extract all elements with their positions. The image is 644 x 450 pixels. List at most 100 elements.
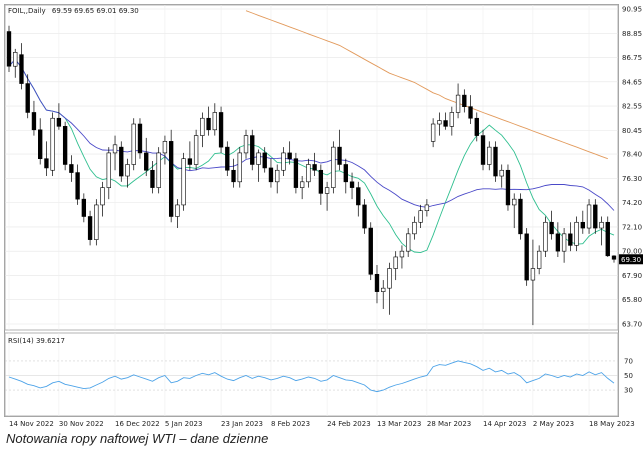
candle-bearish — [580, 221, 585, 229]
candle-bullish — [50, 117, 55, 171]
candle-bearish — [87, 216, 93, 240]
candle-bearish — [480, 135, 486, 165]
candle-bearish — [611, 255, 617, 260]
candle-bullish — [449, 112, 455, 127]
candle-bearish — [44, 158, 49, 169]
candle-bearish — [69, 164, 74, 173]
candle-bearish — [293, 158, 299, 188]
candle-bullish — [306, 164, 311, 183]
candle-bullish — [281, 152, 286, 171]
candle-bearish — [81, 198, 87, 217]
candle-bearish — [231, 169, 236, 183]
candle-bullish — [299, 181, 305, 188]
price-tick-label: 84.65 — [622, 78, 642, 86]
candle-bullish — [381, 287, 386, 292]
candle-bearish — [75, 172, 80, 200]
date-tick-label: 5 Jan 2023 — [165, 420, 203, 428]
candle-bearish — [38, 129, 43, 159]
candle-bearish — [362, 204, 367, 229]
candle-bearish — [144, 152, 149, 171]
candle-bullish — [599, 221, 604, 229]
candle-bearish — [137, 123, 143, 154]
candle-bearish — [549, 221, 554, 235]
candle-bullish — [156, 152, 161, 188]
candle-bullish — [487, 146, 492, 165]
price-tick-label: 90.95 — [622, 6, 642, 14]
candle-bearish — [119, 146, 124, 177]
candlestick-series — [6, 25, 617, 326]
date-tick-label: 18 May 2023 — [589, 420, 635, 428]
candle-bullish — [430, 123, 436, 142]
rsi-series — [8, 360, 615, 393]
candle-bullish — [112, 144, 118, 154]
candle-bullish — [393, 256, 398, 269]
price-tick-label: 67.90 — [622, 272, 642, 280]
candle-bullish — [256, 152, 261, 165]
candle-bearish — [56, 117, 62, 127]
candle-bearish — [31, 112, 37, 131]
last-price-label: 69.30 — [621, 256, 641, 264]
price-tick-label: 63.70 — [622, 321, 642, 329]
candle-bearish — [262, 152, 267, 169]
candle-bearish — [368, 227, 373, 275]
symbol-label: FOIL,,Daily — [8, 7, 46, 15]
figure-caption: Notowania ropy naftowej WTI – dane dzien… — [6, 431, 269, 446]
candle-bearish — [312, 164, 317, 171]
candle-bearish — [337, 146, 342, 165]
candle-bullish — [181, 158, 186, 206]
candle-bullish — [561, 233, 567, 252]
axis-labels: 90.95 88.85 86.75 84.65 82.55 80.45 78.40 76.30… — [9, 6, 643, 428]
candle-bullish — [512, 198, 517, 206]
candle-bullish — [406, 233, 411, 252]
candle-bearish — [318, 169, 324, 194]
candle-bearish — [206, 117, 211, 131]
candle-bullish — [237, 152, 242, 183]
date-tick-label: 14 Nov 2022 — [9, 420, 54, 428]
date-tick-label: 13 Mar 2023 — [377, 420, 421, 428]
date-tick-label: 16 Dec 2022 — [115, 420, 160, 428]
candle-bearish — [6, 31, 12, 67]
candle-bullish — [125, 164, 130, 177]
candle-bullish — [200, 117, 205, 136]
candle-bullish — [499, 169, 504, 177]
ohlc-values: 69.59 69.65 69.01 69.30 — [52, 7, 139, 15]
candle-bullish — [455, 94, 461, 113]
candle-bullish — [324, 187, 330, 194]
chart-frame: 90.95 88.85 86.75 84.65 82.55 80.45 78.40 76.30… — [4, 4, 643, 428]
candle-bullish — [131, 123, 136, 165]
candle-bullish — [100, 187, 105, 206]
candle-bearish — [462, 94, 467, 107]
candle-bearish — [555, 233, 561, 252]
candle-bearish — [568, 233, 573, 246]
candle-bullish — [424, 204, 430, 212]
candle-bearish — [250, 135, 255, 165]
symbol-ohlc-header: FOIL,,Daily 69.59 69.65 69.01 69.30 — [8, 7, 139, 15]
price-tick-label: 82.55 — [622, 103, 642, 111]
price-tick-label: 65.80 — [622, 296, 642, 304]
rsi-label: RSI(14) 39.6217 — [8, 337, 65, 345]
price-chart-svg: 90.95 88.85 86.75 84.65 82.55 80.45 78.40 76.30… — [4, 4, 643, 428]
candle-bearish — [505, 169, 511, 206]
rsi-level-label: 50 — [624, 372, 633, 380]
candle-bearish — [374, 273, 380, 292]
price-tick-label: 72.10 — [622, 223, 642, 231]
date-tick-label: 14 Apr 2023 — [483, 420, 526, 428]
candle-bearish — [168, 141, 174, 217]
date-tick-label: 8 Feb 2023 — [271, 420, 310, 428]
rsi-pane[interactable] — [4, 332, 619, 417]
candle-bearish — [62, 126, 68, 165]
candle-bullish — [212, 112, 217, 131]
candle-bearish — [468, 106, 473, 119]
date-tick-label: 30 Nov 2022 — [59, 420, 104, 428]
ma-mid-line — [8, 58, 615, 211]
price-tick-label: 76.30 — [622, 175, 642, 183]
candle-bullish — [275, 169, 280, 183]
date-tick-label: 23 Jan 2023 — [221, 420, 263, 428]
candle-bearish — [150, 169, 155, 188]
price-pane[interactable] — [4, 4, 619, 331]
price-tick-label: 86.75 — [622, 54, 642, 62]
rsi-level-label: 70 — [624, 357, 633, 365]
candle-bearish — [19, 54, 24, 84]
candle-bearish — [187, 158, 193, 165]
candle-bearish — [493, 146, 498, 177]
